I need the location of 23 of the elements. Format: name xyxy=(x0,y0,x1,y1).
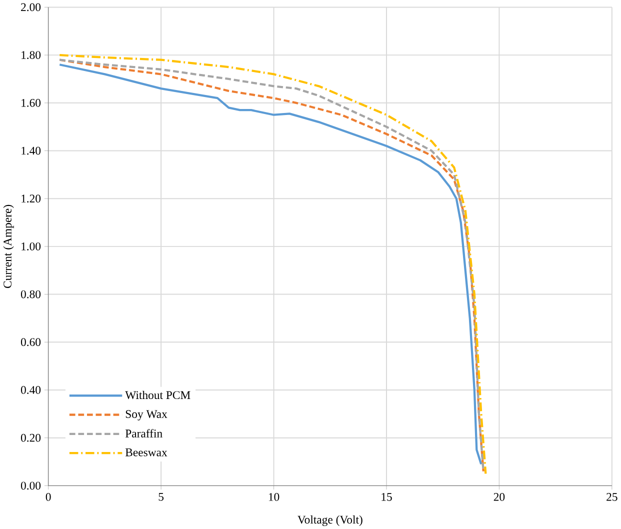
x-axis-title: Voltage (Volt) xyxy=(298,515,362,526)
y-tick-label: 0.00 xyxy=(20,482,41,490)
x-tick-label: 10 xyxy=(268,492,280,501)
y-tick-label: 1.20 xyxy=(22,194,41,202)
y-tick-label: 0.20 xyxy=(20,434,41,442)
x-tick-label: 15 xyxy=(382,492,392,501)
y-tick-label: 1.40 xyxy=(22,146,41,155)
x-tick-label: 25 xyxy=(606,492,618,501)
y-tick-label: 0.60 xyxy=(20,338,41,346)
y-tick-label: 1.80 xyxy=(22,50,41,59)
y-tick-label: 0.80 xyxy=(20,290,41,298)
y-axis-title: Current (Ampere) xyxy=(3,204,14,288)
x-tick-label: 0 xyxy=(46,492,51,501)
legend-label: Paraffin xyxy=(125,428,162,438)
y-tick-label: 0.40 xyxy=(20,386,41,394)
legend-label: Without PCM xyxy=(125,390,190,399)
y-tick-label: 1.00 xyxy=(22,242,41,250)
legend-label: Beeswax xyxy=(125,448,168,456)
y-tick-label: 2.00 xyxy=(21,3,41,12)
legend-label: Soy Wax xyxy=(126,410,168,420)
x-tick-label: 20 xyxy=(494,492,505,501)
y-tick-label: 1.60 xyxy=(22,98,41,107)
x-tick-label: 5 xyxy=(158,492,164,501)
